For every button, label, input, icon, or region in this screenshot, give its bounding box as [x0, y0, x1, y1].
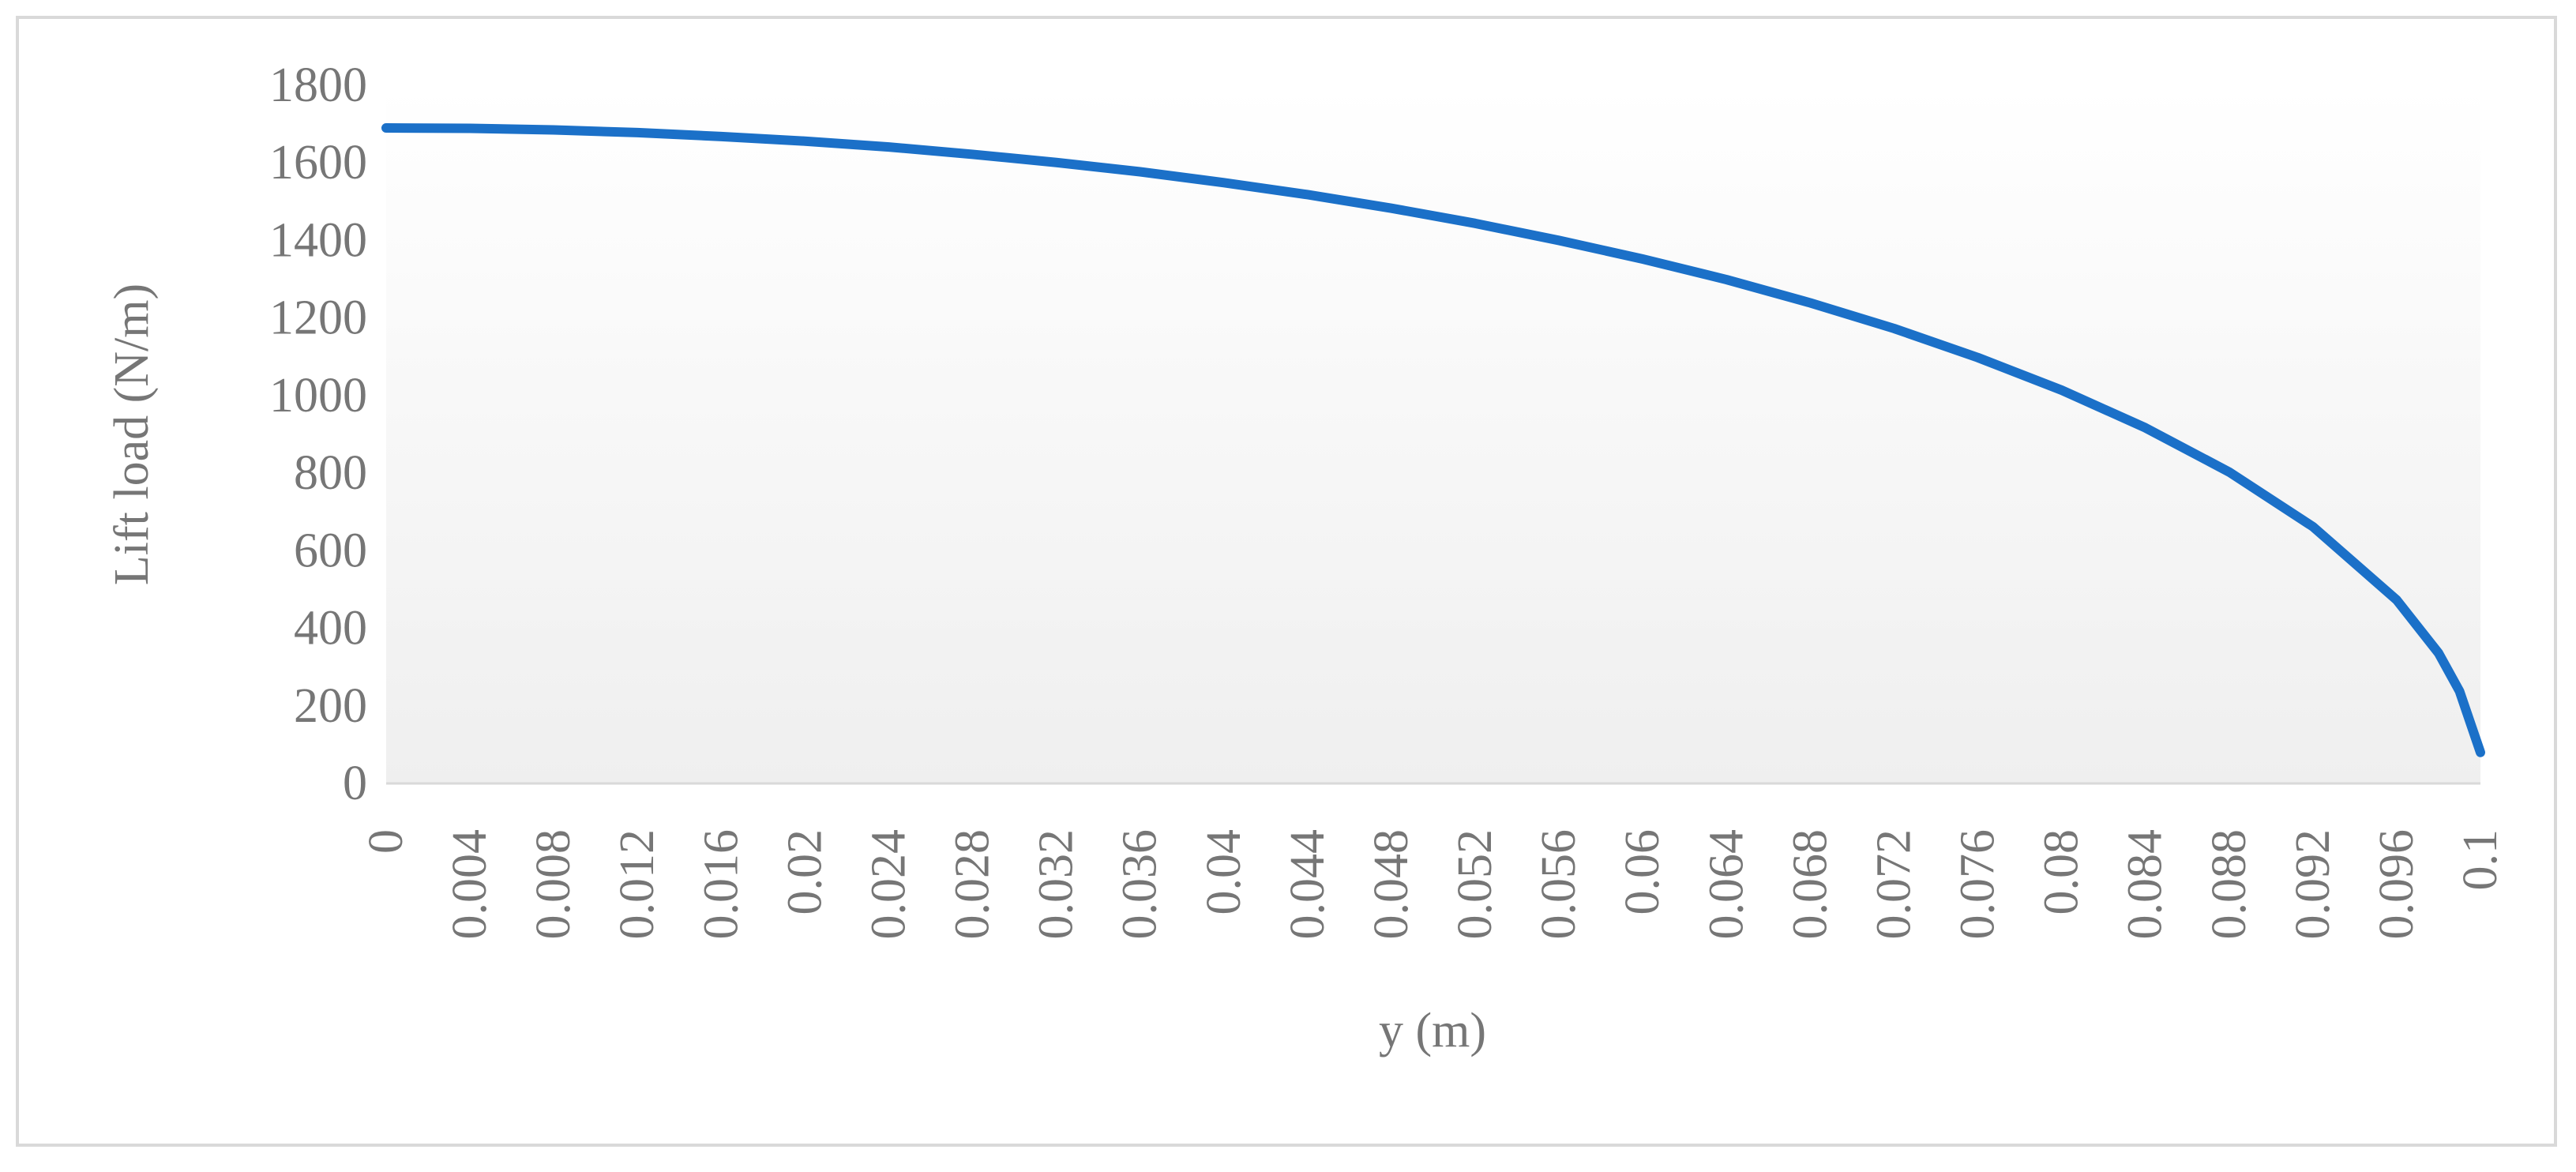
y-tick-label: 800 — [294, 446, 367, 500]
x-tick-label: 0.076 — [1951, 829, 2005, 940]
x-tick-label: 0.028 — [946, 829, 1000, 940]
y-tick-label: 1400 — [269, 213, 367, 267]
x-tick-label: 0.1 — [2454, 829, 2507, 891]
x-tick-label: 0.056 — [1532, 829, 1586, 940]
y-tick-label: 1200 — [269, 291, 367, 345]
x-tick-label: 0.052 — [1448, 829, 1502, 940]
y-tick-label: 400 — [294, 602, 367, 655]
x-tick-label: 0.088 — [2202, 829, 2256, 940]
x-tick-label: 0.044 — [1281, 829, 1335, 940]
y-axis-title: Lift load (N/m) — [105, 284, 159, 585]
x-tick-label: 0.016 — [694, 829, 748, 940]
x-tick-label: 0.08 — [2035, 829, 2089, 915]
x-tick-label: 0.036 — [1113, 829, 1167, 940]
x-tick-label: 0.008 — [527, 829, 580, 940]
x-tick-label: 0.012 — [610, 829, 664, 940]
x-tick-label: 0.084 — [2119, 829, 2172, 940]
y-tick-label: 200 — [294, 679, 367, 733]
y-tick-label: 1600 — [269, 136, 367, 190]
y-tick-label: 600 — [294, 524, 367, 577]
data-line — [381, 123, 2485, 757]
plot-area — [386, 85, 2480, 783]
x-tick-label: 0.072 — [1867, 829, 1921, 940]
x-tick-label: 0.068 — [1783, 829, 1837, 940]
x-tick-label: 0.092 — [2286, 829, 2340, 940]
x-tick-label: 0 — [359, 829, 413, 854]
x-tick-label: 0.096 — [2370, 829, 2424, 940]
x-tick-label: 0.02 — [778, 829, 832, 915]
x-tick-label: 0.004 — [443, 829, 497, 940]
x-tick-label: 0.048 — [1365, 829, 1418, 940]
x-tick-label: 0.06 — [1616, 829, 1669, 915]
y-tick-label: 1800 — [269, 58, 367, 112]
y-tick-label: 0 — [343, 757, 367, 810]
x-tick-label: 0.032 — [1030, 829, 1083, 940]
x-axis-title: y (m) — [1379, 1004, 1486, 1057]
x-tick-label: 0.064 — [1699, 829, 1753, 940]
y-tick-label: 1000 — [269, 369, 367, 423]
x-tick-label: 0.04 — [1197, 829, 1251, 915]
x-tick-label: 0.024 — [862, 829, 915, 940]
